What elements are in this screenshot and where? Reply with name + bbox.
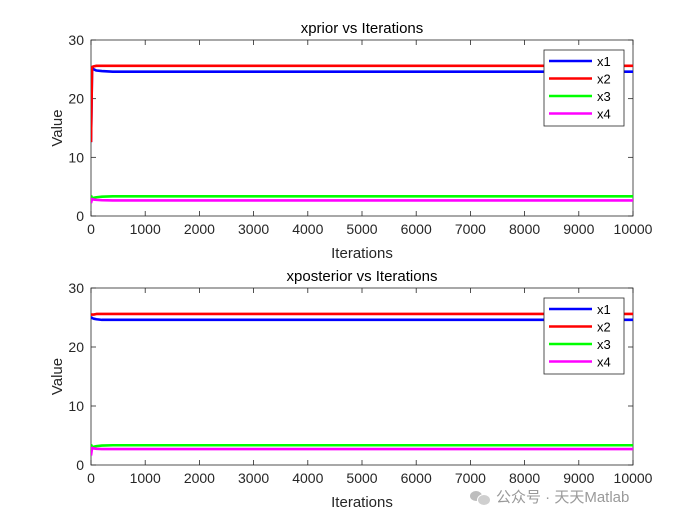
legend: x1 x2 x3 x4: [543, 49, 625, 127]
y-tick-label: 10: [68, 149, 84, 165]
series-line-x4: [91, 197, 633, 204]
legend-label-x3: x3: [597, 337, 611, 352]
x-tick-label: 4000: [292, 221, 323, 237]
legend-label-x4: x4: [597, 107, 611, 122]
watermark: 公众号 · 天天Matlab: [470, 486, 629, 507]
legend-label-x2: x2: [597, 320, 611, 335]
x-tick-label: 5000: [346, 470, 377, 486]
wechat-icon: [470, 489, 491, 506]
x-tick-label: 3000: [238, 221, 269, 237]
chart-panel-2: 0 1000 2000 3000 4000 5000 6000 7000 8000 9000 100…: [49, 268, 653, 511]
x-tick-label: 1000: [130, 221, 161, 237]
y-tick-label: 20: [68, 339, 84, 355]
chart-title: xposterior vs Iterations: [287, 268, 438, 285]
watermark-text: 公众号 · 天天Matlab: [496, 489, 630, 506]
y-axis-label: Value: [49, 358, 66, 395]
y-tick-label: 10: [68, 398, 84, 414]
series-group: [91, 312, 633, 456]
chart-title: xprior vs Iterations: [301, 20, 424, 37]
x-tick-label: 9000: [563, 470, 594, 486]
x-tick-label: 9000: [563, 221, 594, 237]
x-tick-label: 0: [87, 470, 95, 486]
series-group: [91, 64, 633, 204]
x-tick-label: 10000: [614, 470, 653, 486]
x-tick-label: 6000: [401, 470, 432, 486]
x-tick-label: 7000: [455, 221, 486, 237]
x-tick-label: 10000: [614, 221, 653, 237]
x-tick-label: 8000: [509, 221, 540, 237]
x-tick-label: 3000: [238, 470, 269, 486]
series-line-x2: [91, 312, 633, 316]
x-tick-label: 1000: [130, 470, 161, 486]
x-tick-label: 5000: [346, 221, 377, 237]
x-tick-label: 7000: [455, 470, 486, 486]
x-tick-label: 2000: [184, 221, 215, 237]
x-tick-label: 2000: [184, 470, 215, 486]
legend-label-x1: x1: [597, 302, 611, 317]
x-axis-label: Iterations: [331, 245, 393, 262]
series-line-x2: [91, 64, 633, 143]
y-axis-label: Value: [49, 109, 66, 146]
y-tick-label: 0: [76, 457, 84, 473]
x-tick-label: 6000: [401, 221, 432, 237]
legend-label-x2: x2: [597, 72, 611, 87]
series-line-x4: [91, 446, 633, 456]
series-line-x1: [91, 316, 633, 322]
x-tick-label: 8000: [509, 470, 540, 486]
x-tick-label: 4000: [292, 470, 323, 486]
x-tick-label: 0: [87, 221, 95, 237]
x-axis-label: Iterations: [331, 494, 393, 511]
legend-label-x1: x1: [597, 54, 611, 69]
y-tick-label: 30: [68, 32, 84, 48]
legend-label-x3: x3: [597, 89, 611, 104]
chart-panel-1: 0 1000 2000 3000 4000 5000 6000 7000 8000 9000 100…: [49, 20, 653, 262]
y-tick-label: 30: [68, 280, 84, 296]
y-tick-label: 20: [68, 91, 84, 107]
legend-label-x4: x4: [597, 355, 611, 370]
plot-area: [90, 39, 634, 217]
legend: x1 x2 x3 x4: [543, 297, 625, 375]
y-tick-label: 0: [76, 208, 84, 224]
